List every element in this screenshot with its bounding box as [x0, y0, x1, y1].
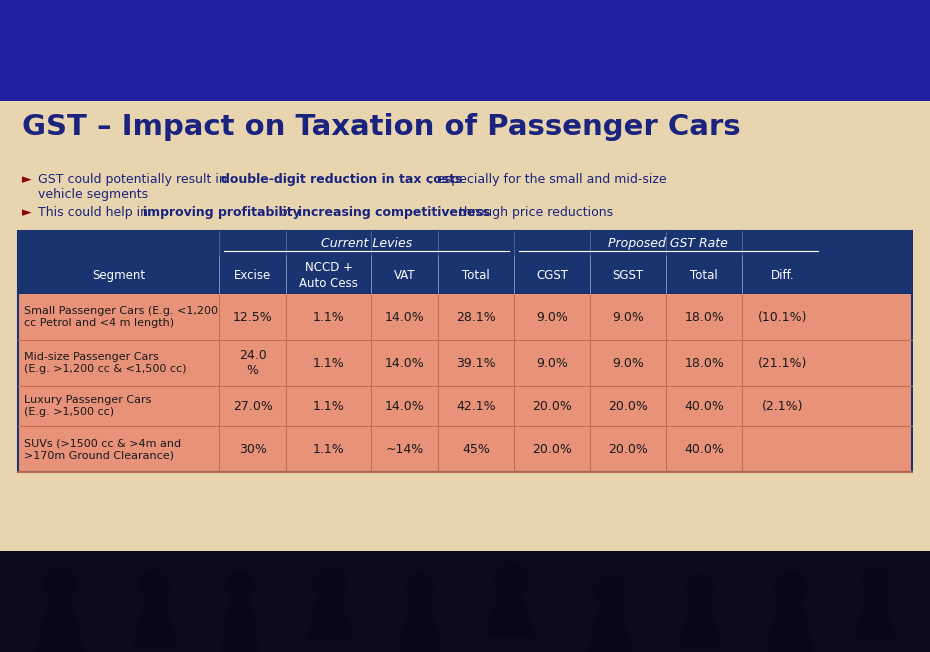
Polygon shape [684, 572, 715, 603]
Polygon shape [35, 600, 85, 652]
Text: improving profitability: improving profitability [143, 206, 300, 219]
Polygon shape [313, 566, 347, 600]
Polygon shape [139, 569, 171, 602]
Polygon shape [679, 600, 722, 647]
Text: or: or [276, 206, 297, 219]
Polygon shape [306, 597, 353, 642]
Polygon shape [773, 570, 807, 605]
Bar [18, 340, 912, 386]
Text: increasing competitiveness: increasing competitiveness [298, 206, 490, 219]
Text: 42.1%: 42.1% [457, 400, 496, 413]
Text: 20.0%: 20.0% [532, 400, 572, 413]
Text: (10.1%): (10.1%) [758, 310, 807, 323]
Polygon shape [405, 572, 435, 602]
Text: NCCD +
Auto Cess: NCCD + Auto Cess [299, 261, 358, 289]
Text: 18.0%: 18.0% [684, 310, 724, 323]
Bar [18, 426, 912, 472]
Polygon shape [226, 571, 255, 600]
Polygon shape [588, 602, 632, 652]
Text: 30%: 30% [239, 443, 267, 456]
Text: CGST: CGST [537, 269, 568, 282]
Text: This could help in: This could help in [38, 206, 152, 219]
Text: VAT: VAT [393, 269, 416, 282]
Text: SGST: SGST [613, 269, 644, 282]
Polygon shape [132, 599, 178, 647]
Text: 1.1%: 1.1% [312, 357, 344, 370]
Polygon shape [594, 573, 626, 606]
Text: Diff.: Diff. [771, 269, 794, 282]
Polygon shape [855, 593, 895, 642]
Text: 18.0%: 18.0% [684, 357, 724, 370]
Text: Current Levies: Current Levies [321, 237, 412, 250]
Text: 14.0%: 14.0% [385, 400, 424, 413]
Text: Segment: Segment [92, 269, 145, 282]
Bar [18, 256, 912, 294]
Text: SUVs (>1500 cc & >4m and
>170m Ground Clearance): SUVs (>1500 cc & >4m and >170m Ground Cl… [24, 438, 181, 460]
Polygon shape [220, 597, 260, 652]
Text: 9.0%: 9.0% [537, 357, 568, 370]
Polygon shape [492, 562, 528, 598]
Text: GST – Impact on Taxation of Passenger Cars: GST – Impact on Taxation of Passenger Ca… [22, 113, 740, 141]
Bar [18, 231, 912, 256]
Bar [0, 551, 930, 652]
Text: ~14%: ~14% [386, 443, 424, 456]
Text: vehicle segments: vehicle segments [38, 188, 148, 201]
Text: , especially for the small and mid-size: , especially for the small and mid-size [429, 173, 667, 186]
Text: 14.0%: 14.0% [385, 310, 424, 323]
Text: (2.1%): (2.1%) [762, 400, 804, 413]
Text: 40.0%: 40.0% [684, 400, 724, 413]
Text: Excise: Excise [234, 269, 272, 282]
Text: 12.5%: 12.5% [232, 310, 272, 323]
Polygon shape [42, 567, 78, 603]
Polygon shape [861, 568, 889, 597]
Text: 14.0%: 14.0% [385, 357, 424, 370]
Text: Proposed GST Rate: Proposed GST Rate [608, 237, 728, 250]
Text: 39.1%: 39.1% [457, 357, 496, 370]
Bar [18, 231, 912, 472]
Text: 20.0%: 20.0% [608, 443, 648, 456]
Text: 45%: 45% [462, 443, 490, 456]
Text: 40.0%: 40.0% [684, 443, 724, 456]
Bar [0, 101, 930, 551]
Bar [18, 294, 912, 340]
Text: Small Passenger Cars (E.g. <1,200
cc Petrol and <4 m length): Small Passenger Cars (E.g. <1,200 cc Pet… [24, 306, 218, 328]
Text: 1.1%: 1.1% [312, 443, 344, 456]
Text: double-digit reduction in tax costs: double-digit reduction in tax costs [221, 173, 462, 186]
Text: Total: Total [462, 269, 490, 282]
Polygon shape [485, 594, 535, 637]
Text: through price reductions: through price reductions [455, 206, 613, 219]
Text: 27.0%: 27.0% [232, 400, 272, 413]
Text: 20.0%: 20.0% [608, 400, 648, 413]
Text: 1.1%: 1.1% [312, 310, 344, 323]
Text: 1.1%: 1.1% [312, 400, 344, 413]
Text: (21.1%): (21.1%) [758, 357, 807, 370]
Text: ►: ► [22, 206, 32, 219]
Text: 9.0%: 9.0% [537, 310, 568, 323]
Text: GST could potentially result in: GST could potentially result in [38, 173, 231, 186]
Polygon shape [766, 601, 814, 652]
Text: Mid-size Passenger Cars
(E.g. >1,200 cc & <1,500 cc): Mid-size Passenger Cars (E.g. >1,200 cc … [24, 352, 187, 374]
Text: ►: ► [22, 173, 32, 186]
Text: 9.0%: 9.0% [612, 310, 644, 323]
Text: 20.0%: 20.0% [532, 443, 572, 456]
Bar [18, 386, 912, 426]
Text: 9.0%: 9.0% [612, 357, 644, 370]
Text: Total: Total [690, 269, 718, 282]
Text: Luxury Passenger Cars
(E.g. >1,500 cc): Luxury Passenger Cars (E.g. >1,500 cc) [24, 395, 152, 417]
Polygon shape [399, 599, 441, 652]
Text: 28.1%: 28.1% [457, 310, 496, 323]
Text: 24.0
%: 24.0 % [239, 349, 267, 378]
